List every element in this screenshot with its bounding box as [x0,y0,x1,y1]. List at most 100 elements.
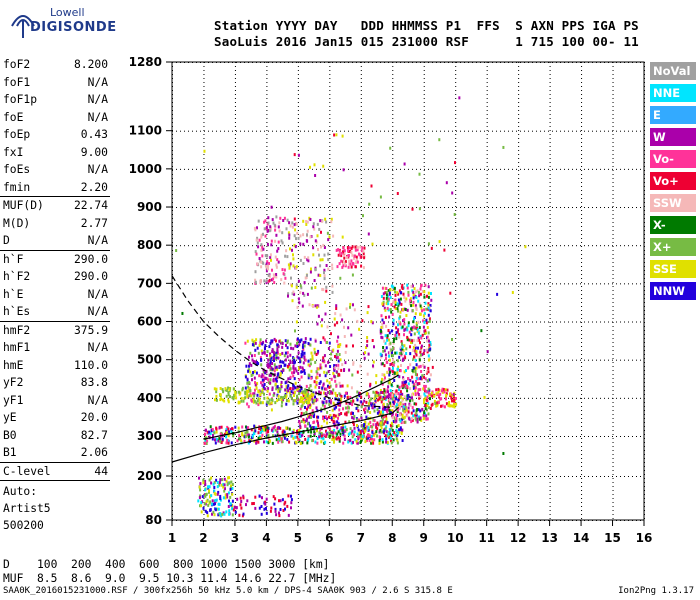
echo-point [332,413,335,417]
grid-dot [176,436,177,437]
grid-dot [581,394,583,395]
echo-point [421,333,424,337]
echo-point [410,304,413,308]
echo-point [415,290,417,294]
grid-dot [392,470,394,471]
grid-dot [380,359,381,361]
grid-dot [234,286,236,287]
grid-dot [600,436,601,437]
echo-point [426,326,429,329]
echo-point [386,306,389,310]
echo-point [412,303,415,307]
grid-dot [476,359,477,361]
echo-point [403,333,405,337]
grid-dot [266,338,268,339]
grid-dot [212,283,213,285]
echo-point [398,428,401,432]
grid-dot [472,359,473,361]
grid-dot [188,168,189,170]
grid-dot [329,442,331,443]
grid-dot [404,283,405,285]
echo-point [420,336,423,340]
grid-dot [612,306,614,307]
echo-point [412,366,415,370]
echo-point [411,369,414,372]
grid-dot [203,98,205,99]
grid-dot [276,245,277,247]
echo-point [414,346,417,350]
echo-point [398,394,401,398]
grid-dot [224,359,225,361]
echo-point [337,430,340,434]
grid-dot [455,330,457,331]
grid-dot [360,286,362,287]
grid-dot [520,130,521,132]
echo-point [429,343,432,346]
grid-dot [212,397,213,399]
grid-dot [324,476,325,477]
grid-dot [180,245,181,247]
echo-point [382,300,385,304]
echo-point [399,413,401,417]
echo-point [316,437,319,440]
grid-dot [548,245,549,247]
echo-point [338,412,341,416]
grid-dot [203,414,205,415]
grid-dot [368,476,369,477]
grid-dot [329,130,331,131]
grid-dot [500,476,501,477]
grid-dot [423,70,425,71]
grid-dot [329,298,331,299]
echo-point [402,405,405,409]
grid-dot [329,226,331,227]
echo-point [296,430,298,433]
grid-dot [266,122,268,123]
grid-dot [203,210,205,211]
echo-point [394,307,397,311]
grid-dot [232,476,233,477]
echo-point [427,387,430,391]
grid-dot [486,390,488,391]
grid-dot [486,198,488,199]
echo-point [396,291,399,295]
grid-dot [329,270,331,271]
echo-point [403,318,406,322]
grid-dot [423,266,425,267]
echo-point [423,365,426,369]
grid-dot [592,207,593,209]
grid-dot [486,210,488,211]
grid-dot [486,342,488,343]
echo-point [428,339,430,343]
grid-dot [518,442,520,443]
grid-dot [581,74,583,75]
echo-point [429,304,432,307]
grid-dot [392,282,394,283]
grid-dot [372,476,373,477]
grid-dot [360,198,362,199]
grid-dot [266,110,268,111]
echo-point [397,328,400,332]
grid-dot [520,245,521,247]
grid-dot [234,354,236,355]
grid-dot [572,359,573,361]
grid-dot [392,106,394,107]
grid-dot [234,410,236,411]
echo-point [229,428,232,432]
echo-point [389,341,392,345]
grid-dot [436,476,437,477]
grid-dot [288,207,289,209]
grid-dot [360,290,362,291]
echo-point [343,429,346,433]
grid-dot [360,138,362,139]
grid-dot [564,130,565,132]
grid-dot [516,436,517,437]
grid-dot [297,342,299,343]
grid-dot [620,168,621,170]
echo-point [385,440,388,444]
grid-dot [584,130,585,132]
grid-dot [266,186,268,187]
grid-dot [203,330,205,331]
grid-dot [581,138,583,139]
grid-dot [192,359,193,361]
